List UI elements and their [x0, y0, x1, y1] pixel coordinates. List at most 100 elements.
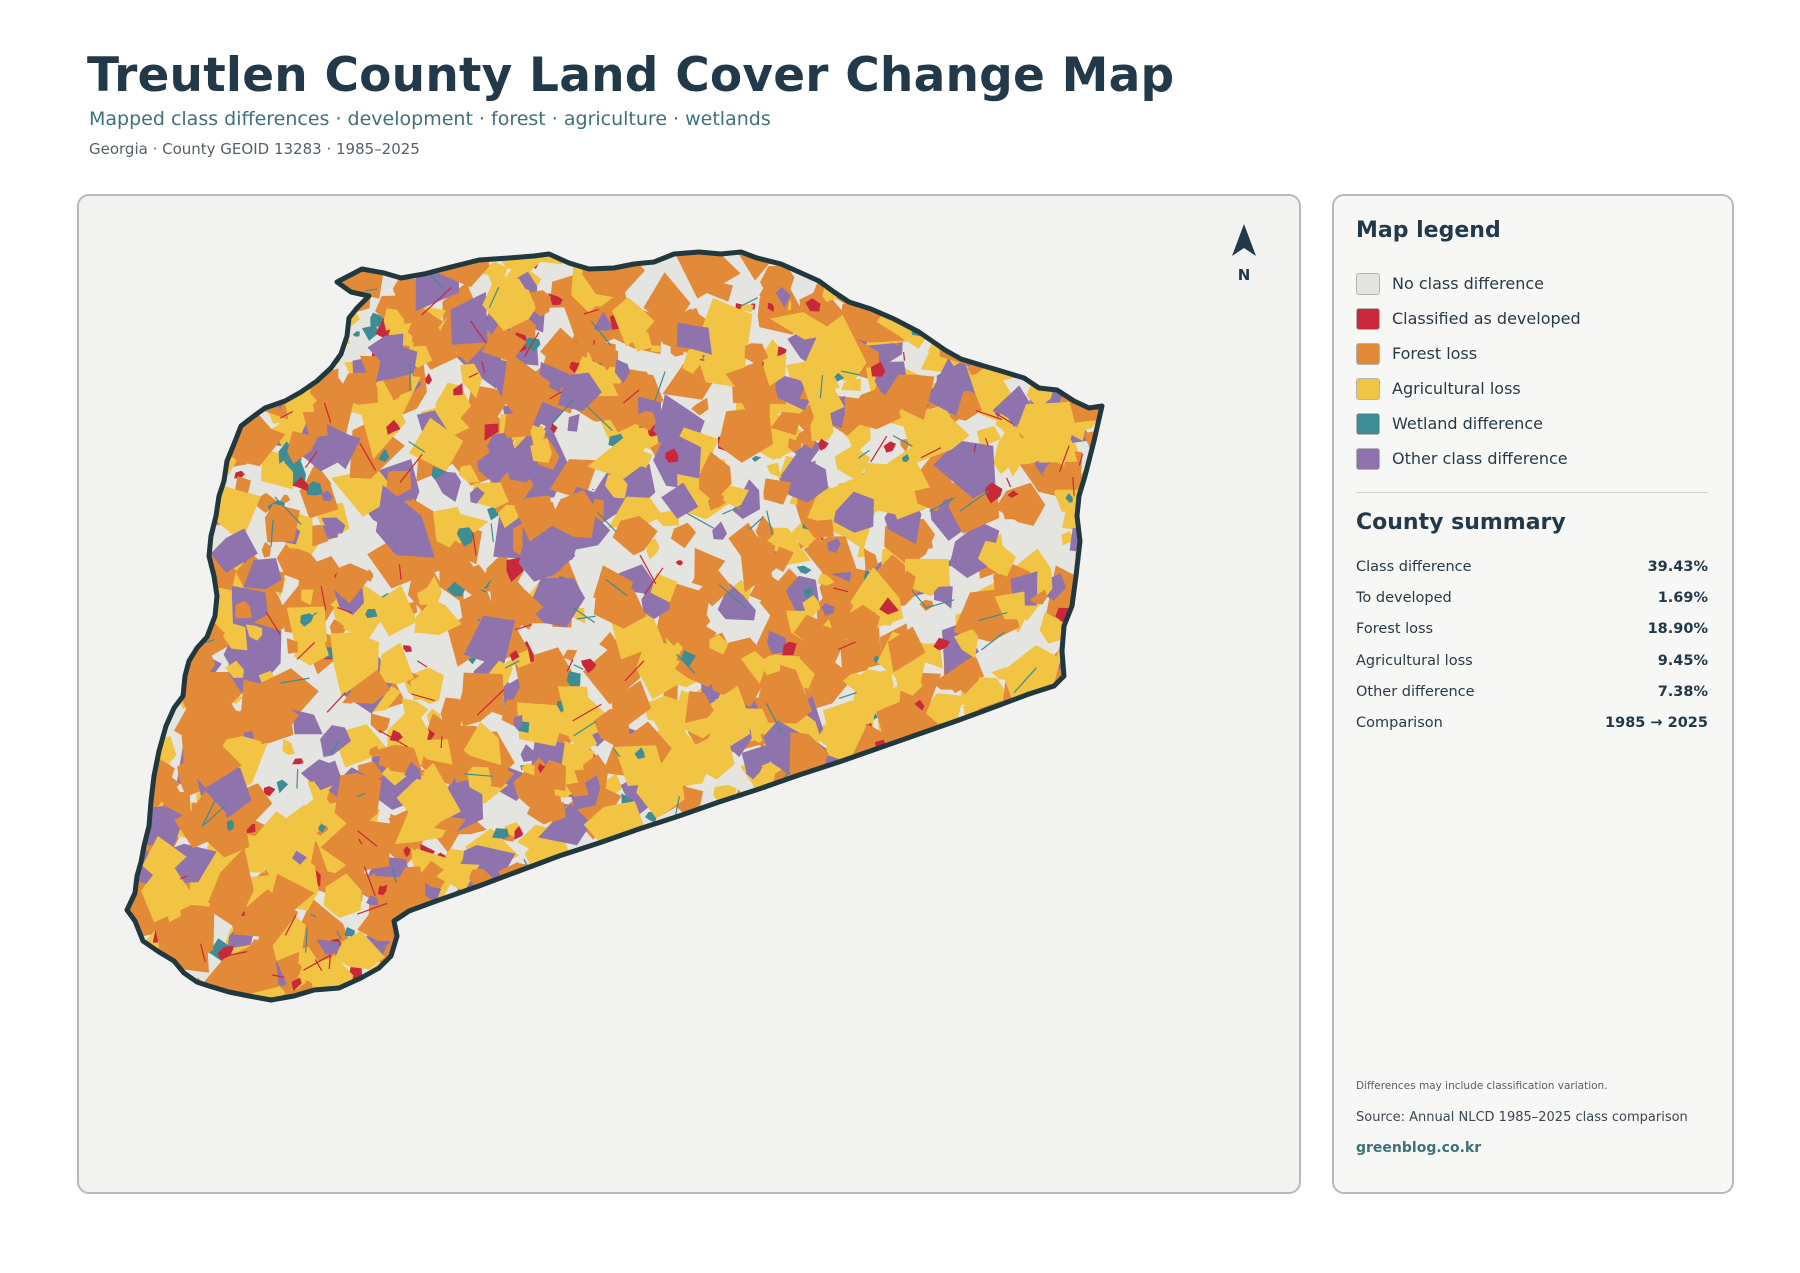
- change-patch: [146, 306, 183, 354]
- linear-feature: [623, 389, 640, 404]
- change-patch: [724, 922, 735, 935]
- change-patch: [888, 883, 902, 898]
- change-patch: [292, 252, 331, 279]
- change-patch: [153, 520, 162, 528]
- change-patch: [483, 948, 541, 1000]
- change-patch: [744, 343, 769, 364]
- brand-link[interactable]: greenblog.co.kr: [1356, 1140, 1482, 1156]
- change-patch: [639, 972, 686, 1000]
- change-patch: [1095, 772, 1102, 814]
- legend-item: Classified as developed: [1356, 301, 1581, 336]
- change-patch: [191, 389, 201, 399]
- change-patch: [1085, 558, 1102, 608]
- change-patch: [912, 929, 926, 951]
- linear-feature: [892, 435, 913, 447]
- summary-row: Comparison 1985 → 2025: [1356, 707, 1708, 738]
- change-patch: [1069, 527, 1100, 553]
- change-patch: [641, 991, 657, 1000]
- change-patch: [665, 448, 679, 463]
- change-patch: [276, 779, 289, 794]
- change-patch: [678, 756, 707, 787]
- summary-label: Agricultural loss: [1356, 652, 1473, 669]
- change-patch: [127, 519, 178, 563]
- change-patch: [1093, 747, 1102, 754]
- change-patch: [779, 453, 829, 503]
- change-patch: [586, 342, 614, 364]
- change-patch: [996, 325, 1027, 371]
- legend-title: Map legend: [1356, 218, 1501, 243]
- change-patch: [833, 612, 876, 644]
- change-patch: [703, 937, 724, 955]
- change-patch: [513, 757, 564, 807]
- linear-feature: [929, 497, 955, 512]
- change-patch: [404, 761, 422, 780]
- change-patch: [711, 979, 727, 988]
- change-patch: [227, 252, 285, 295]
- change-patch: [127, 845, 139, 870]
- linear-feature: [841, 370, 860, 376]
- change-patch: [958, 313, 976, 337]
- linear-feature: [363, 866, 376, 897]
- change-patch: [1093, 850, 1102, 874]
- change-patch: [291, 977, 302, 992]
- change-patch: [263, 328, 303, 371]
- linear-feature: [933, 316, 941, 326]
- change-patch: [416, 917, 429, 933]
- change-patch: [690, 885, 701, 894]
- change-patch: [320, 818, 391, 872]
- change-patch: [500, 590, 524, 610]
- change-patch: [740, 651, 768, 684]
- change-patch: [674, 866, 701, 890]
- change-patch: [882, 809, 936, 875]
- change-patch: [256, 291, 306, 347]
- linear-feature: [843, 798, 848, 821]
- change-patch: [651, 846, 665, 861]
- change-patch: [670, 522, 696, 549]
- county-map[interactable]: [79, 196, 1301, 1194]
- change-patch: [985, 963, 1038, 1000]
- summary-row: Agricultural loss 9.45%: [1356, 645, 1708, 676]
- change-patch: [681, 940, 713, 977]
- page-subtitle: Mapped class differences · development ·…: [89, 108, 771, 130]
- change-patch: [297, 996, 312, 1000]
- change-patch: [797, 952, 864, 1000]
- linear-feature: [440, 736, 443, 749]
- change-patch: [1037, 735, 1063, 758]
- change-patch: [1022, 728, 1038, 746]
- linear-feature: [314, 959, 323, 972]
- change-patch: [1086, 273, 1102, 290]
- change-patch: [904, 843, 960, 896]
- change-patch: [127, 624, 136, 639]
- change-patch: [691, 965, 716, 992]
- change-patch: [770, 412, 802, 436]
- change-patch: [409, 417, 464, 472]
- legend-swatch: [1356, 307, 1380, 330]
- change-patch: [675, 560, 683, 566]
- change-patch: [487, 432, 510, 457]
- change-patch: [127, 418, 138, 442]
- change-patch: [858, 825, 873, 843]
- change-patch: [235, 327, 293, 362]
- change-patch: [334, 773, 382, 832]
- linear-feature: [1093, 863, 1098, 889]
- change-patch: [646, 538, 660, 560]
- change-patch: [786, 837, 814, 872]
- change-patch: [135, 252, 191, 294]
- change-patch: [515, 590, 544, 621]
- change-patch: [548, 490, 597, 539]
- linear-feature: [597, 512, 617, 533]
- linear-feature: [973, 443, 977, 453]
- change-patch: [744, 903, 780, 936]
- change-patch: [880, 448, 931, 498]
- change-patch: [985, 946, 1005, 966]
- linear-feature: [590, 321, 612, 347]
- linear-feature: [181, 440, 187, 463]
- change-patch: [799, 919, 837, 964]
- change-patch: [467, 998, 484, 1000]
- change-patch: [1089, 949, 1102, 966]
- change-patch: [1029, 589, 1048, 605]
- map-panel[interactable]: [77, 194, 1301, 1194]
- change-patch: [1018, 953, 1073, 981]
- change-patch: [842, 820, 873, 861]
- change-patch: [769, 312, 840, 340]
